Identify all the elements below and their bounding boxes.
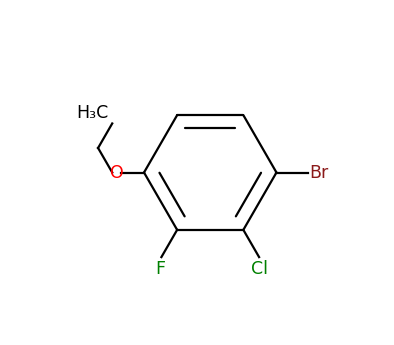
- Text: Br: Br: [310, 164, 329, 181]
- Text: F: F: [156, 260, 165, 278]
- Text: O: O: [110, 164, 123, 181]
- Text: Cl: Cl: [251, 260, 268, 278]
- Text: H₃C: H₃C: [77, 104, 109, 122]
